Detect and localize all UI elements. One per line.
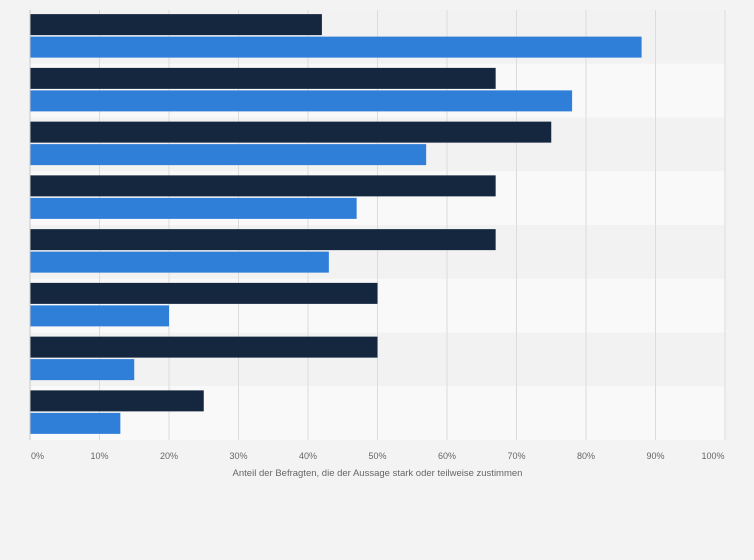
bar bbox=[30, 36, 642, 58]
bar bbox=[30, 412, 121, 434]
bar bbox=[30, 90, 573, 112]
x-axis-title: Anteil der Befragten, die der Aussage st… bbox=[233, 468, 523, 479]
bar bbox=[30, 175, 496, 197]
bar bbox=[30, 305, 169, 327]
x-tick-label: 10% bbox=[90, 451, 108, 461]
x-tick-label: 90% bbox=[646, 451, 664, 461]
bar bbox=[30, 229, 496, 251]
bar bbox=[30, 282, 378, 304]
bar bbox=[30, 359, 135, 381]
bar bbox=[30, 67, 496, 89]
x-tick-label: 60% bbox=[438, 451, 456, 461]
x-tick-label: 0% bbox=[31, 451, 44, 461]
x-tick-label: 40% bbox=[299, 451, 317, 461]
x-tick-label: 20% bbox=[160, 451, 178, 461]
bars bbox=[30, 14, 642, 434]
x-tick-label: 100% bbox=[701, 451, 724, 461]
x-tick-label: 70% bbox=[507, 451, 525, 461]
x-tick-label: 80% bbox=[577, 451, 595, 461]
bar bbox=[30, 14, 322, 36]
x-tick-label: 30% bbox=[229, 451, 247, 461]
bar bbox=[30, 197, 357, 219]
bar bbox=[30, 121, 552, 143]
bar bbox=[30, 251, 329, 273]
x-tick-label: 50% bbox=[368, 451, 386, 461]
bar bbox=[30, 144, 427, 166]
bar bbox=[30, 336, 378, 358]
bar bbox=[30, 390, 204, 412]
x-tick-labels: 0% 10% 20% 30% 40% 50% 60% 70% 80% 90% 100% bbox=[31, 451, 725, 461]
